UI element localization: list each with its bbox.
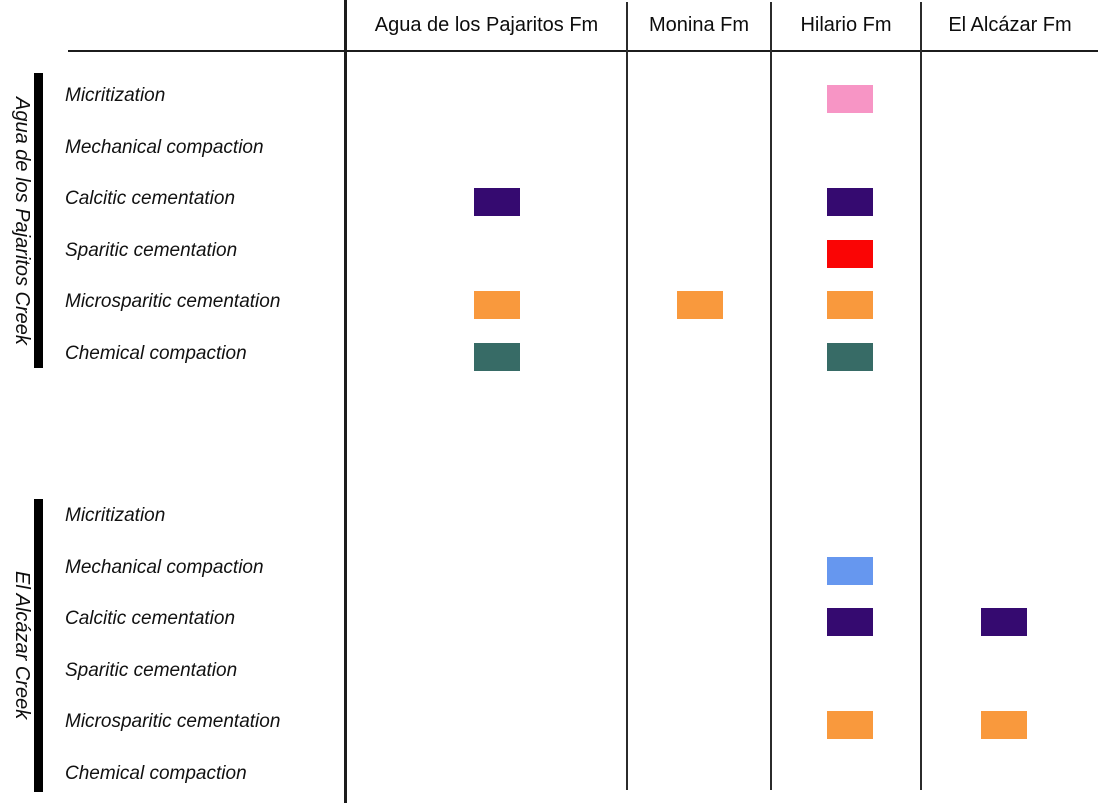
row-label-sparitic-cementation: Sparitic cementation (65, 659, 238, 681)
header-rule-line (68, 50, 1098, 52)
row-label-mechanical-compaction: Mechanical compaction (65, 136, 264, 158)
occurrence-box (827, 188, 873, 216)
row-label-chemical-compaction: Chemical compaction (65, 763, 247, 784)
occurrence-box (981, 711, 1027, 739)
occurrence-box (827, 711, 873, 739)
group-bar-el-alcazar-creek (34, 499, 43, 792)
group-bar-agua-de-los-pajaritos-creek (34, 73, 43, 368)
row-label-microsparitic-cementation: Microsparitic cementation (65, 711, 281, 733)
table-left-border-line (344, 0, 347, 803)
column-divider-line (770, 2, 772, 790)
column-header-agua-de-los-pajaritos-fm: Agua de los Pajaritos Fm (374, 14, 599, 36)
occurrence-box (827, 240, 873, 268)
row-label-chemical-compaction: Chemical compaction (65, 342, 247, 364)
occurrence-box (677, 291, 723, 319)
row-label-mechanical-compaction: Mechanical compaction (65, 556, 264, 578)
occurrence-box (474, 343, 520, 371)
column-header-el-alcazar-fm: El Alcázar Fm (948, 14, 1072, 36)
occurrence-box (827, 608, 873, 636)
column-divider-line (626, 2, 628, 790)
occurrence-box (827, 85, 873, 113)
row-label-calcitic-cementation: Calcitic cementation (65, 608, 236, 630)
group-label-agua-de-los-pajaritos-creek: Agua de los Pajaritos Creek (11, 96, 33, 345)
occurrence-box (827, 343, 873, 371)
column-header-hilario-fm: Hilario Fm (800, 14, 892, 36)
occurrence-box (474, 291, 520, 319)
row-label-calcitic-cementation: Calcitic cementation (65, 188, 236, 209)
column-header-monina-fm: Monina Fm (648, 14, 750, 36)
occurrence-box (981, 608, 1027, 636)
group-label-el-alcazar-creek: El Alcázar Creek (11, 571, 33, 720)
occurrence-box (474, 188, 520, 216)
column-divider-line (920, 2, 922, 790)
row-label-micritization: Micritization (65, 505, 166, 526)
occurrence-box (827, 291, 873, 319)
row-label-sparitic-cementation: Sparitic cementation (65, 239, 238, 261)
occurrence-box (827, 557, 873, 585)
row-label-micritization: Micritization (65, 85, 166, 106)
row-label-microsparitic-cementation: Microsparitic cementation (65, 291, 281, 312)
